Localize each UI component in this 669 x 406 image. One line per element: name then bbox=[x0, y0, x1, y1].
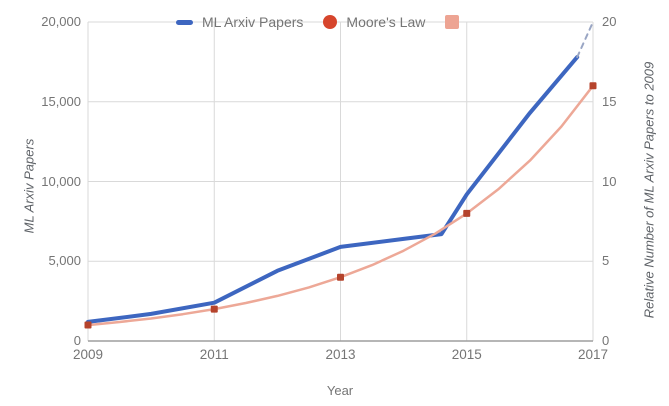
legend-item-moore-s-law: Moore's Law bbox=[323, 14, 425, 30]
data-point-marker-moores-law bbox=[463, 209, 471, 217]
data-point-marker-moores-law bbox=[589, 82, 597, 90]
legend: ML Arxiv Papers Moore's Law bbox=[176, 12, 460, 32]
y-axis-right-tick-label: 20 bbox=[602, 14, 617, 29]
legend-label: Moore's Law bbox=[346, 14, 426, 30]
y-axis-left-tick-label: 10,000 bbox=[41, 173, 81, 189]
legend-swatch-square-icon bbox=[445, 15, 460, 29]
legend-swatch-circle-icon bbox=[323, 15, 338, 29]
x-axis-title: Year bbox=[326, 383, 354, 398]
x-axis-tick-label: 2009 bbox=[72, 347, 104, 362]
data-point-marker-moores-law bbox=[337, 273, 344, 281]
data-point-marker-moores-law bbox=[84, 321, 92, 329]
y-axis-right-tick-label: 10 bbox=[602, 173, 617, 189]
y-axis-right-tick-label: 15 bbox=[602, 93, 617, 109]
y-axis-left-tick-label: 20,000 bbox=[41, 14, 81, 29]
legend-label: ML Arxiv Papers bbox=[202, 14, 304, 30]
y-axis-right-tick-label: 0 bbox=[602, 333, 610, 348]
y-axis-left-tick-label: 5,000 bbox=[48, 253, 81, 269]
y-axis-left-tick-label: 0 bbox=[73, 333, 81, 348]
legend-swatch-dash-icon bbox=[176, 19, 193, 25]
series-line-ml-arxiv-papers-projection bbox=[576, 21, 594, 59]
legend-item-ml-arxiv-papers: ML Arxiv Papers bbox=[176, 14, 303, 30]
x-axis-tick-label: 2015 bbox=[451, 347, 482, 362]
series-line-ml-arxiv-papers bbox=[86, 55, 580, 324]
x-axis-tick-label: 2017 bbox=[577, 347, 609, 362]
y-axis-right-tick-label: 5 bbox=[602, 253, 610, 269]
y-axis-left-title: ML Arxiv Papers bbox=[21, 138, 37, 234]
legend-item-unlabeled bbox=[445, 15, 460, 29]
data-point-marker-moores-law bbox=[210, 305, 218, 313]
y-axis-right-title: Relative Number of ML Arxiv Papers to 20… bbox=[641, 61, 657, 319]
x-axis-tick-label: 2011 bbox=[199, 347, 229, 362]
x-axis-tick-label: 2013 bbox=[325, 347, 356, 362]
y-axis-left-tick-label: 15,000 bbox=[41, 93, 81, 109]
